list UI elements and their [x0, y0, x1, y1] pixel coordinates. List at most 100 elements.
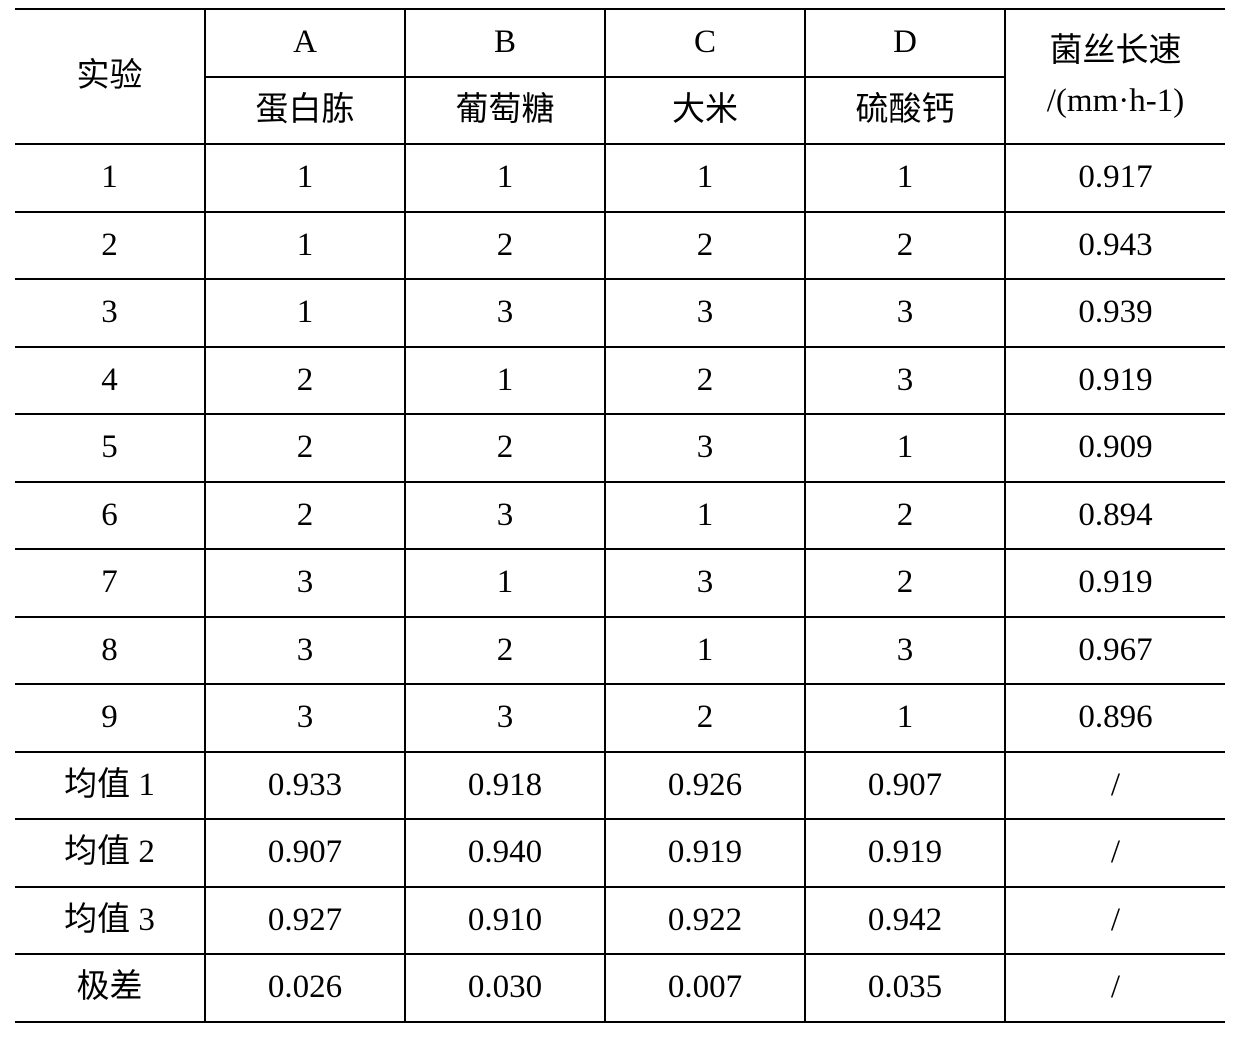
table-row: 均值 10.9330.9180.9260.907/	[15, 752, 1225, 820]
cell-A: 3	[205, 617, 405, 685]
cell-rate: /	[1005, 954, 1225, 1022]
cell-rate: 0.919	[1005, 549, 1225, 617]
cell-B: 0.910	[405, 887, 605, 955]
header-factor-code-C: C	[605, 9, 805, 77]
cell-label: 均值 2	[15, 819, 205, 887]
cell-B: 2	[405, 212, 605, 280]
cell-C: 1	[605, 144, 805, 212]
cell-D: 0.907	[805, 752, 1005, 820]
table-row: 212220.943	[15, 212, 1225, 280]
cell-rate: 0.894	[1005, 482, 1225, 550]
cell-label: 4	[15, 347, 205, 415]
cell-A: 1	[205, 279, 405, 347]
cell-C: 2	[605, 347, 805, 415]
cell-label: 均值 1	[15, 752, 205, 820]
table-row: 933210.896	[15, 684, 1225, 752]
cell-D: 2	[805, 212, 1005, 280]
cell-C: 0.922	[605, 887, 805, 955]
cell-A: 3	[205, 549, 405, 617]
cell-C: 0.919	[605, 819, 805, 887]
cell-B: 2	[405, 414, 605, 482]
table-row: 623120.894	[15, 482, 1225, 550]
cell-C: 0.926	[605, 752, 805, 820]
orthogonal-experiment-table: 实验 A B C D 菌丝长速 /(mm·h-1) 蛋白胨 葡萄糖 大米 硫酸钙…	[15, 8, 1225, 1023]
cell-B: 3	[405, 279, 605, 347]
cell-A: 0.933	[205, 752, 405, 820]
cell-label: 均值 3	[15, 887, 205, 955]
cell-A: 2	[205, 482, 405, 550]
cell-A: 3	[205, 684, 405, 752]
table-row: 313330.939	[15, 279, 1225, 347]
rate-label-line1: 菌丝长速	[1050, 33, 1182, 69]
cell-label: 7	[15, 549, 205, 617]
cell-D: 0.942	[805, 887, 1005, 955]
cell-A: 0.026	[205, 954, 405, 1022]
cell-C: 1	[605, 617, 805, 685]
cell-D: 3	[805, 279, 1005, 347]
cell-C: 3	[605, 414, 805, 482]
cell-rate: 0.909	[1005, 414, 1225, 482]
header-factor-code-D: D	[805, 9, 1005, 77]
header-row-codes: 实验 A B C D 菌丝长速 /(mm·h-1)	[15, 9, 1225, 77]
cell-label: 1	[15, 144, 205, 212]
cell-rate: 0.917	[1005, 144, 1225, 212]
cell-label: 9	[15, 684, 205, 752]
cell-B: 0.918	[405, 752, 605, 820]
header-factor-name-B: 葡萄糖	[405, 77, 605, 145]
table-row: 421230.919	[15, 347, 1225, 415]
cell-rate: /	[1005, 752, 1225, 820]
header-factor-code-B: B	[405, 9, 605, 77]
cell-C: 1	[605, 482, 805, 550]
cell-C: 3	[605, 279, 805, 347]
cell-D: 1	[805, 684, 1005, 752]
cell-rate: 0.919	[1005, 347, 1225, 415]
cell-A: 1	[205, 212, 405, 280]
header-growth-rate: 菌丝长速 /(mm·h-1)	[1005, 9, 1225, 144]
header-experiment: 实验	[15, 9, 205, 144]
cell-B: 2	[405, 617, 605, 685]
cell-D: 2	[805, 482, 1005, 550]
cell-label: 5	[15, 414, 205, 482]
cell-B: 0.940	[405, 819, 605, 887]
cell-rate: /	[1005, 819, 1225, 887]
table-row: 111110.917	[15, 144, 1225, 212]
header-factor-name-D: 硫酸钙	[805, 77, 1005, 145]
cell-rate: 0.967	[1005, 617, 1225, 685]
header-factor-code-A: A	[205, 9, 405, 77]
cell-D: 3	[805, 347, 1005, 415]
cell-A: 0.907	[205, 819, 405, 887]
cell-D: 0.919	[805, 819, 1005, 887]
table-row: 731320.919	[15, 549, 1225, 617]
rate-label-line2: /(mm·h-1)	[1047, 83, 1184, 119]
cell-D: 0.035	[805, 954, 1005, 1022]
cell-C: 2	[605, 684, 805, 752]
table-row: 均值 30.9270.9100.9220.942/	[15, 887, 1225, 955]
cell-D: 1	[805, 144, 1005, 212]
cell-label: 3	[15, 279, 205, 347]
cell-B: 1	[405, 144, 605, 212]
cell-B: 3	[405, 684, 605, 752]
cell-A: 2	[205, 414, 405, 482]
cell-C: 0.007	[605, 954, 805, 1022]
cell-B: 3	[405, 482, 605, 550]
table-row: 均值 20.9070.9400.9190.919/	[15, 819, 1225, 887]
cell-D: 2	[805, 549, 1005, 617]
cell-C: 3	[605, 549, 805, 617]
cell-label: 8	[15, 617, 205, 685]
cell-label: 极差	[15, 954, 205, 1022]
table-row: 832130.967	[15, 617, 1225, 685]
cell-C: 2	[605, 212, 805, 280]
header-factor-name-A: 蛋白胨	[205, 77, 405, 145]
cell-B: 1	[405, 347, 605, 415]
table-body: 111110.917212220.943313330.939421230.919…	[15, 144, 1225, 1022]
cell-A: 2	[205, 347, 405, 415]
cell-rate: 0.896	[1005, 684, 1225, 752]
cell-A: 0.927	[205, 887, 405, 955]
cell-rate: 0.939	[1005, 279, 1225, 347]
table-row: 522310.909	[15, 414, 1225, 482]
header-factor-name-C: 大米	[605, 77, 805, 145]
cell-B: 0.030	[405, 954, 605, 1022]
cell-B: 1	[405, 549, 605, 617]
cell-D: 3	[805, 617, 1005, 685]
cell-label: 2	[15, 212, 205, 280]
